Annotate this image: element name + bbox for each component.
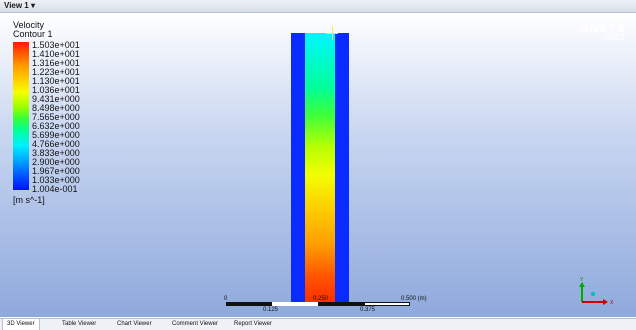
legend-units: [m s^-1] bbox=[13, 195, 45, 205]
scale-label: 0 bbox=[224, 296, 228, 302]
legend-tick: 1.503e+001 bbox=[32, 40, 80, 50]
scale-label: 0.500 (m) bbox=[401, 296, 427, 302]
legend-tick: 1.036e+001 bbox=[32, 85, 80, 95]
legend-tick: 1.004e-001 bbox=[32, 184, 78, 194]
legend-title-line1: Velocity bbox=[13, 20, 45, 30]
x-axis-arrow bbox=[603, 299, 608, 305]
legend-title: Velocity Contour 1 bbox=[13, 21, 53, 39]
tab-3d-viewer[interactable]: 3D Viewer bbox=[2, 319, 40, 330]
scale-label: 0.125 bbox=[263, 307, 279, 313]
legend-tick: 1.033e+000 bbox=[32, 175, 80, 185]
legend-tick: 1.130e+001 bbox=[32, 76, 80, 86]
legend-tick: 6.632e+000 bbox=[32, 121, 80, 131]
legend-tick: 1.410e+001 bbox=[32, 49, 80, 59]
x-axis-label: X bbox=[610, 300, 614, 306]
legend-tick: 1.967e+000 bbox=[32, 166, 80, 176]
tab-table-viewer[interactable]: Table Viewer bbox=[62, 321, 97, 327]
y-axis-arrow bbox=[579, 282, 585, 287]
scale-label: 0.375 bbox=[360, 307, 376, 313]
probe-crosshair-vertical bbox=[332, 26, 333, 40]
ansys-logo: ANSYS bbox=[580, 21, 627, 35]
viewer-tab-bar: 3D Viewer Table Viewer Chart Viewer Comm… bbox=[0, 318, 636, 330]
scale-bar-segment bbox=[272, 302, 318, 306]
legend-tick: 2.900e+000 bbox=[32, 157, 80, 167]
scale-bar-segment bbox=[318, 302, 364, 306]
axis-triad: Y X bbox=[579, 277, 614, 306]
view-title[interactable]: View 1 ▾ bbox=[4, 1, 35, 10]
legend-tick: 3.833e+000 bbox=[32, 148, 80, 158]
scale-bar bbox=[226, 302, 412, 308]
tab-chart-viewer[interactable]: Chart Viewer bbox=[117, 321, 152, 327]
scale-bar-segment bbox=[364, 302, 410, 306]
legend-tick: 1.316e+001 bbox=[32, 58, 80, 68]
z-axis-dot bbox=[590, 291, 596, 297]
legend-tick: 8.498e+000 bbox=[32, 103, 80, 113]
3d-viewport[interactable]: Velocity Contour 1 1.503e+001 1.410e+001… bbox=[0, 13, 636, 317]
scale-label: 0.250 bbox=[313, 296, 329, 302]
ansys-version: R16.2 bbox=[603, 33, 625, 42]
legend-tick: 5.699e+000 bbox=[32, 130, 80, 140]
scale-bar-segment bbox=[226, 302, 272, 306]
view-title-bar[interactable]: View 1 ▾ bbox=[0, 0, 636, 13]
legend-title-line2: Contour 1 bbox=[13, 29, 53, 39]
legend-tick: 7.565e+000 bbox=[32, 112, 80, 122]
legend-tick: 9.431e+000 bbox=[32, 94, 80, 104]
legend-tick: 4.766e+000 bbox=[32, 139, 80, 149]
geometry-wall-right[interactable] bbox=[335, 33, 349, 305]
legend-color-bar bbox=[13, 42, 29, 190]
y-axis-label: Y bbox=[580, 277, 584, 283]
legend-tick: 1.223e+001 bbox=[32, 67, 80, 77]
geometry-wall-left[interactable] bbox=[291, 33, 305, 305]
tab-comment-viewer[interactable]: Comment Viewer bbox=[172, 321, 218, 327]
velocity-contour-core[interactable] bbox=[305, 33, 335, 305]
tab-report-viewer[interactable]: Report Viewer bbox=[234, 321, 272, 327]
